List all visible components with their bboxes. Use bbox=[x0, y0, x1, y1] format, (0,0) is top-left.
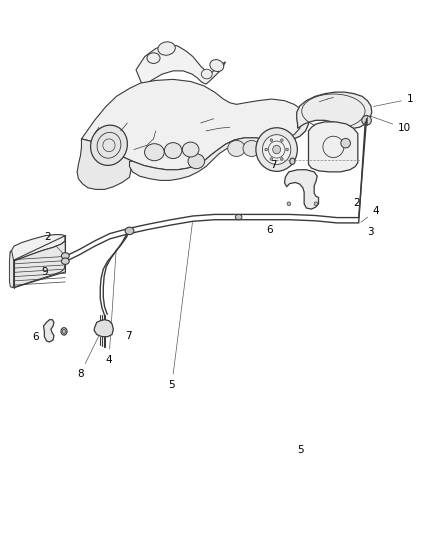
Ellipse shape bbox=[210, 60, 224, 71]
Polygon shape bbox=[14, 236, 65, 288]
Ellipse shape bbox=[262, 135, 291, 165]
Polygon shape bbox=[94, 320, 113, 337]
Polygon shape bbox=[10, 251, 14, 288]
Ellipse shape bbox=[62, 329, 66, 334]
Text: 7: 7 bbox=[125, 330, 132, 341]
Ellipse shape bbox=[91, 125, 127, 165]
Ellipse shape bbox=[188, 154, 205, 168]
Text: 10: 10 bbox=[370, 116, 411, 133]
Polygon shape bbox=[43, 320, 54, 342]
Ellipse shape bbox=[287, 202, 290, 206]
Text: 2: 2 bbox=[353, 198, 360, 213]
Ellipse shape bbox=[145, 144, 164, 161]
Ellipse shape bbox=[281, 139, 283, 141]
Ellipse shape bbox=[256, 128, 297, 171]
Text: 8: 8 bbox=[77, 334, 100, 379]
Ellipse shape bbox=[164, 143, 182, 159]
Polygon shape bbox=[130, 110, 308, 180]
Polygon shape bbox=[81, 79, 308, 169]
Ellipse shape bbox=[341, 139, 350, 148]
Polygon shape bbox=[285, 169, 318, 209]
Text: 5: 5 bbox=[297, 445, 304, 455]
Ellipse shape bbox=[228, 141, 245, 157]
Ellipse shape bbox=[270, 139, 273, 141]
Ellipse shape bbox=[281, 158, 283, 160]
Ellipse shape bbox=[158, 42, 175, 55]
Text: 6: 6 bbox=[266, 225, 273, 236]
Ellipse shape bbox=[273, 146, 281, 154]
Text: 4: 4 bbox=[106, 249, 116, 365]
Ellipse shape bbox=[265, 148, 268, 151]
Ellipse shape bbox=[201, 69, 212, 79]
Text: 2: 2 bbox=[45, 232, 64, 254]
Text: 7: 7 bbox=[271, 160, 277, 171]
Ellipse shape bbox=[147, 53, 160, 63]
Ellipse shape bbox=[61, 328, 67, 335]
Ellipse shape bbox=[61, 258, 69, 264]
Text: 3: 3 bbox=[367, 227, 374, 237]
Ellipse shape bbox=[182, 142, 199, 157]
Polygon shape bbox=[11, 235, 65, 261]
Ellipse shape bbox=[125, 227, 134, 235]
Ellipse shape bbox=[270, 158, 273, 160]
Text: 6: 6 bbox=[32, 332, 39, 342]
Polygon shape bbox=[308, 122, 358, 172]
Polygon shape bbox=[136, 44, 226, 86]
Ellipse shape bbox=[286, 148, 288, 151]
Ellipse shape bbox=[362, 116, 371, 125]
Ellipse shape bbox=[290, 158, 295, 165]
Ellipse shape bbox=[264, 130, 286, 153]
Polygon shape bbox=[297, 92, 372, 128]
Text: 4: 4 bbox=[361, 206, 379, 222]
Ellipse shape bbox=[61, 253, 69, 259]
Ellipse shape bbox=[235, 214, 242, 220]
Ellipse shape bbox=[314, 202, 318, 206]
Polygon shape bbox=[77, 139, 133, 189]
Text: 9: 9 bbox=[41, 266, 48, 277]
Ellipse shape bbox=[243, 141, 261, 157]
Text: 1: 1 bbox=[374, 94, 413, 107]
Text: 5: 5 bbox=[169, 222, 192, 390]
